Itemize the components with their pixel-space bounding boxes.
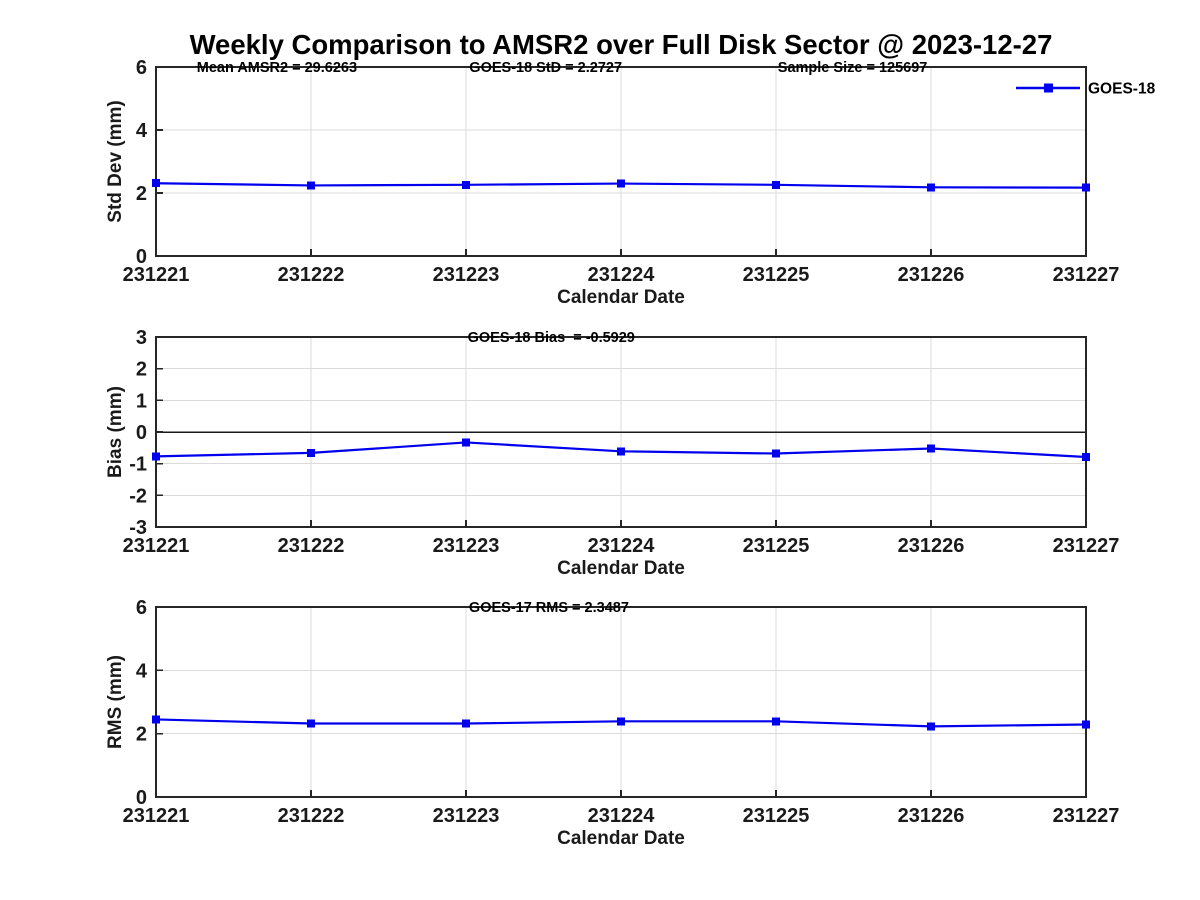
x-axis-label: Calendar Date <box>557 287 685 308</box>
x-tick-label: 231222 <box>278 535 345 557</box>
data-marker <box>617 717 625 726</box>
subplot-2: 231221 231222 231223 231224 231225 231226 2312… <box>105 327 1119 579</box>
x-tick-label: 231224 <box>588 805 656 827</box>
data-marker <box>152 179 160 188</box>
data-marker <box>152 715 160 724</box>
y-axis-label: Bias (mm) <box>105 386 126 478</box>
x-tick-label: 231226 <box>898 264 965 286</box>
x-axis-label: Calendar Date <box>557 828 685 849</box>
legend: GOES-18 <box>1016 81 1156 98</box>
x-tick-label: 231226 <box>898 805 965 827</box>
x-tick-label: 231221 <box>123 535 190 557</box>
y-axis-label: RMS (mm) <box>105 655 126 749</box>
x-tick-label: 231224 <box>588 535 656 557</box>
data-marker <box>617 447 625 456</box>
data-marker <box>1082 183 1090 192</box>
data-marker <box>307 719 315 728</box>
x-tick-label: 231225 <box>743 264 810 286</box>
x-tick-label: 231222 <box>278 805 345 827</box>
data-marker <box>307 181 315 190</box>
data-marker <box>1082 720 1090 729</box>
x-tick-label: 231221 <box>123 805 190 827</box>
y-tick-label: 2 <box>136 183 147 205</box>
x-tick-label: 231224 <box>588 264 656 286</box>
x-tick-label: 231221 <box>123 264 190 286</box>
x-tick-label: 231227 <box>1053 264 1120 286</box>
x-tick-label: 231226 <box>898 535 965 557</box>
x-tick-label: 231225 <box>743 535 810 557</box>
annotation: GOES-18 StD = 2.2727 <box>469 60 622 76</box>
data-marker <box>772 717 780 726</box>
annotation: Sample Size = 125697 <box>778 60 928 76</box>
y-tick-label: 0 <box>136 787 147 809</box>
subplot-1: 231221 231222 231223 231224 231225 231226 2312… <box>105 57 1156 308</box>
y-tick-label: 2 <box>136 724 147 746</box>
data-marker <box>927 444 935 453</box>
y-axis-label: Std Dev (mm) <box>105 100 126 222</box>
subplot-3: 231221 231222 231223 231224 231225 231226 2312… <box>105 597 1119 849</box>
y-tick-label: 6 <box>136 597 147 619</box>
annotation: Mean AMSR2 = 29.6263 <box>197 60 357 76</box>
y-tick-label: 6 <box>136 57 147 79</box>
annotation: GOES-17 RMS = 2.3487 <box>469 600 629 616</box>
data-marker <box>462 719 470 728</box>
y-tick-label: 4 <box>136 660 148 682</box>
x-tick-label: 231223 <box>433 264 500 286</box>
y-tick-label: 2 <box>136 359 147 381</box>
data-marker <box>462 438 470 447</box>
data-marker <box>152 452 160 461</box>
data-marker <box>307 448 315 457</box>
x-tick-label: 231227 <box>1053 805 1120 827</box>
x-tick-label: 231223 <box>433 535 500 557</box>
y-tick-label: 3 <box>136 327 147 349</box>
legend-label: GOES-18 <box>1088 81 1156 98</box>
data-marker <box>927 722 935 731</box>
y-tick-label: -2 <box>129 485 147 507</box>
data-marker <box>1082 453 1090 462</box>
x-tick-label: 231223 <box>433 805 500 827</box>
data-marker <box>927 183 935 192</box>
annotation: GOES-18 Bias = -0.5929 <box>468 330 635 346</box>
x-axis-label: Calendar Date <box>557 558 685 579</box>
data-marker <box>772 180 780 189</box>
y-tick-label: -1 <box>129 454 147 476</box>
y-tick-label: 4 <box>136 120 148 142</box>
legend-marker <box>1044 83 1053 93</box>
figure-title: Weekly Comparison to AMSR2 over Full Dis… <box>189 29 1053 60</box>
x-tick-label: 231222 <box>278 264 345 286</box>
y-tick-label: 0 <box>136 246 147 268</box>
y-tick-label: 1 <box>136 390 147 412</box>
y-tick-label: 0 <box>136 422 147 444</box>
x-tick-label: 231227 <box>1053 535 1120 557</box>
data-marker <box>772 449 780 458</box>
data-marker <box>462 180 470 189</box>
x-tick-label: 231225 <box>743 805 810 827</box>
data-marker <box>617 179 625 188</box>
y-tick-label: -3 <box>129 517 147 539</box>
